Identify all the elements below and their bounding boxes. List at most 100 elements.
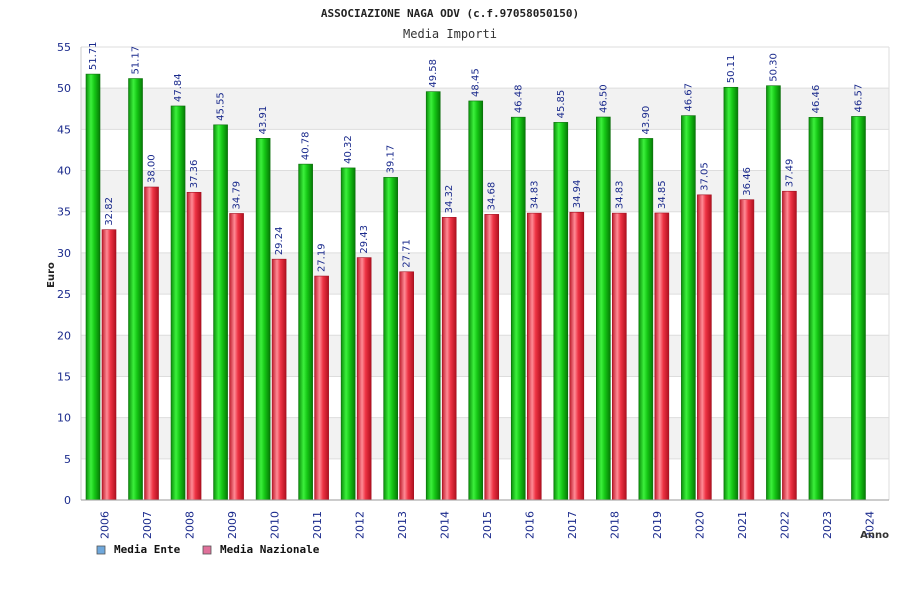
bar-media-nazionale [739, 199, 755, 501]
data-label: 51.71 [88, 41, 99, 70]
y-tick-label: 10 [57, 412, 71, 425]
data-label: 45.55 [216, 92, 227, 121]
bar-media-ente [723, 86, 739, 501]
bar-media-nazionale [526, 212, 542, 501]
y-tick-label: 20 [57, 329, 71, 342]
data-label: 40.32 [343, 135, 354, 164]
bar-media-nazionale [144, 186, 159, 501]
grid-band [81, 47, 889, 89]
x-tick-label: 2011 [311, 511, 324, 539]
y-tick-label: 25 [57, 288, 71, 301]
grid-band [81, 88, 889, 130]
bar-media-nazionale [229, 213, 244, 501]
data-labels: 51.71 51.17 47.84 45.55 43.91 40.78 40.32 39.17… [88, 41, 864, 272]
bar-media-nazionale [399, 271, 414, 501]
bar-media-ente [340, 167, 356, 501]
y-tick-label: 50 [57, 82, 71, 95]
bar-media-nazionale [101, 229, 117, 501]
bar-media-ente [383, 177, 398, 501]
bar-media-nazionale [356, 257, 372, 501]
data-label: 36.46 [742, 167, 753, 196]
x-axis-ticks: 2006 2007 2008 2009 2010 2011 2012 2013 2014 2015… [98, 511, 876, 539]
data-label: 34.83 [614, 180, 625, 209]
data-label: 37.49 [784, 159, 795, 188]
bar-media-ente [851, 116, 866, 501]
bar-media-ente [213, 124, 228, 501]
data-label: 40.78 [301, 131, 312, 160]
bar-media-ente [128, 78, 143, 501]
bar-media-nazionale [569, 211, 585, 501]
bar-media-ente [510, 116, 526, 501]
data-label: 32.82 [104, 197, 115, 226]
data-label: 46.50 [598, 84, 609, 113]
y-axis-ticks: 0 5 10 15 20 25 30 35 40 45 50 55 [57, 41, 71, 507]
data-label: 47.84 [173, 73, 184, 102]
x-tick-label: 2024 [864, 511, 877, 539]
data-label: 49.58 [428, 59, 439, 88]
data-label: 46.67 [683, 83, 694, 112]
legend-label-media-ente: Media Ente [114, 543, 181, 556]
bar-media-ente [553, 122, 569, 501]
bar-media-nazionale [314, 275, 329, 501]
legend-swatch-media-ente [96, 545, 106, 555]
bar-media-nazionale [654, 212, 670, 501]
y-tick-label: 0 [64, 494, 71, 507]
y-axis-label: Euro [46, 262, 57, 288]
data-label: 48.45 [471, 68, 482, 97]
bar-media-ente [255, 138, 271, 501]
data-label: 45.85 [556, 90, 567, 119]
x-tick-label: 2012 [353, 511, 366, 539]
y-tick-label: 5 [64, 453, 71, 466]
y-tick-label: 55 [57, 41, 71, 54]
data-label: 50.30 [768, 53, 779, 82]
axes [80, 47, 890, 501]
data-label: 37.05 [699, 162, 710, 191]
data-label: 39.17 [386, 145, 397, 174]
data-label: 51.17 [131, 46, 142, 75]
data-label: 34.79 [232, 181, 243, 210]
x-tick-label: 2022 [779, 511, 792, 539]
data-label: 46.46 [811, 85, 822, 114]
bar-media-ente [638, 138, 654, 501]
data-label: 29.24 [274, 227, 285, 256]
x-tick-label: 2017 [566, 511, 579, 539]
x-tick-label: 2013 [396, 511, 409, 539]
chart-title: ASSOCIAZIONE NAGA ODV (c.f.97058050150) [321, 7, 579, 20]
x-tick-label: 2009 [226, 511, 239, 539]
y-tick-label: 35 [57, 206, 71, 219]
x-tick-label: 2019 [651, 511, 664, 539]
data-label: 27.71 [402, 239, 413, 268]
data-label: 34.85 [657, 180, 668, 209]
data-label: 34.94 [572, 180, 583, 209]
data-label: 43.91 [258, 106, 269, 135]
bar-media-ente [681, 115, 696, 501]
y-tick-label: 15 [57, 370, 71, 383]
data-label: 38.00 [147, 154, 158, 183]
legend-swatch-media-nazionale [202, 545, 212, 555]
legend: Media Ente Media Nazionale [96, 543, 320, 556]
bar-media-ente [766, 85, 781, 501]
x-tick-label: 2006 [98, 511, 111, 539]
chart-subtitle: Media Importi [403, 27, 497, 41]
bar-media-nazionale [697, 194, 712, 501]
bar-media-nazionale [782, 190, 797, 501]
bar-media-ente [298, 163, 313, 501]
data-label: 37.36 [189, 160, 200, 189]
bar-media-nazionale [441, 217, 457, 501]
y-tick-label: 30 [57, 247, 71, 260]
x-tick-label: 2018 [609, 511, 622, 539]
data-label: 50.11 [726, 55, 737, 84]
x-tick-label: 2015 [481, 511, 494, 539]
x-tick-label: 2021 [736, 511, 749, 539]
bar-media-ente [468, 100, 484, 501]
data-label: 27.19 [317, 243, 328, 272]
bar-media-ente [85, 73, 101, 501]
bar-media-ente [596, 116, 611, 501]
bar-media-nazionale [186, 191, 202, 501]
bar-media-nazionale [484, 214, 500, 501]
legend-label-media-nazionale: Media Nazionale [220, 543, 320, 556]
data-label: 34.83 [529, 180, 540, 209]
bar-media-ente [808, 117, 824, 501]
x-tick-label: 2016 [524, 511, 537, 539]
